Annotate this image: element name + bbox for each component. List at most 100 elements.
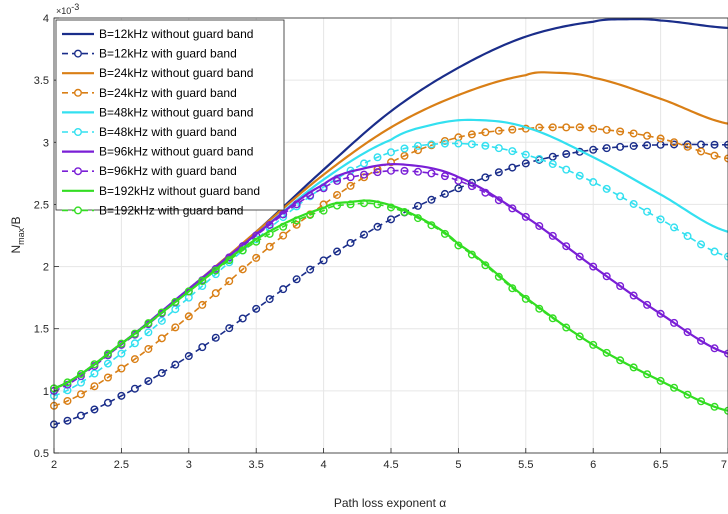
legend-marker [73, 88, 82, 97]
data-point [494, 126, 503, 135]
data-point [467, 130, 476, 139]
data-point [616, 282, 625, 291]
data-point [238, 314, 247, 323]
series-10 [50, 199, 728, 415]
data-point [144, 319, 153, 328]
data-point [562, 123, 571, 132]
data-point [548, 160, 557, 169]
data-point [656, 309, 665, 318]
data-point [697, 397, 706, 406]
data-point [211, 289, 220, 298]
data-point [670, 383, 679, 392]
data-point [508, 284, 517, 293]
data-point [602, 125, 611, 134]
data-point [157, 334, 166, 343]
data-point [157, 316, 166, 325]
data-point [413, 141, 422, 150]
x-tick-label: 2.5 [114, 459, 129, 471]
data-point [238, 246, 247, 255]
data-point [117, 391, 126, 400]
data-point [252, 304, 261, 313]
data-point [198, 282, 207, 291]
data-point [643, 300, 652, 309]
data-point [319, 206, 328, 215]
data-point [589, 262, 598, 271]
data-point [602, 348, 611, 357]
data-point [548, 123, 557, 132]
legend-box [55, 19, 285, 211]
axis-ticks: 2 2.5 3 3.5 4 4.5 5 5.5 6 6.5 7 0.5 1 1.5 2 2.5 3 3.5 4 [34, 13, 728, 471]
data-point [373, 200, 382, 209]
data-point [454, 176, 463, 185]
data-point [683, 142, 692, 151]
data-point [602, 272, 611, 281]
legend-item: B=96kHz without guard band [62, 145, 253, 159]
data-point [454, 241, 463, 250]
data-point [508, 125, 517, 134]
y-tick-label: 2.5 [34, 199, 49, 211]
data-point [400, 166, 409, 175]
data-point [225, 256, 234, 265]
data-point [521, 159, 530, 168]
data-point [103, 398, 112, 407]
data-point [157, 308, 166, 317]
data-point [548, 314, 557, 323]
data-point [589, 124, 598, 133]
data-point [157, 369, 166, 378]
data-point [616, 356, 625, 365]
x-tick-label: 3.5 [249, 459, 264, 471]
data-point [683, 232, 692, 241]
data-point [413, 201, 422, 210]
data-point [76, 411, 85, 420]
data-point [400, 208, 409, 217]
series-2 [50, 140, 728, 429]
data-point [629, 291, 638, 300]
data-point [602, 144, 611, 153]
data-point [103, 373, 112, 382]
data-point [292, 200, 301, 209]
data-point [575, 332, 584, 341]
x-tick-label: 5.5 [518, 459, 533, 471]
data-point [413, 167, 422, 176]
legend-item: B=96kHz with guard band [62, 164, 237, 178]
data-point [724, 252, 728, 261]
series-lines [50, 18, 728, 429]
data-point [710, 247, 719, 256]
data-point [387, 166, 396, 175]
data-point [440, 229, 449, 238]
data-point [400, 144, 409, 153]
legend-label: B=12kHz without guard band [99, 27, 253, 41]
data-point [76, 370, 85, 379]
data-point [724, 154, 728, 163]
series-line [53, 143, 728, 426]
data-point [616, 142, 625, 151]
series-line [53, 202, 728, 412]
y-tick-label: 3.5 [34, 75, 49, 87]
data-point [171, 360, 180, 369]
x-axis-label: Path loss exponent α [334, 496, 446, 510]
data-point [387, 203, 396, 212]
data-point [360, 170, 369, 179]
data-point [319, 256, 328, 265]
data-point [656, 215, 665, 224]
y-tick-label: 1.5 [34, 324, 49, 336]
data-point [548, 231, 557, 240]
data-point [481, 261, 490, 270]
data-point [319, 184, 328, 193]
data-point [521, 150, 530, 159]
data-point [710, 151, 719, 160]
data-point [670, 138, 679, 147]
data-point [279, 222, 288, 231]
data-point [643, 207, 652, 216]
data-point [454, 139, 463, 148]
data-point [467, 250, 476, 259]
legend-label: B=12kHz with guard band [99, 47, 237, 61]
data-point [535, 154, 544, 163]
data-point [90, 382, 99, 391]
data-point [589, 340, 598, 349]
data-point [535, 304, 544, 313]
data-point [144, 377, 153, 386]
data-point [697, 240, 706, 249]
data-point [211, 266, 220, 275]
